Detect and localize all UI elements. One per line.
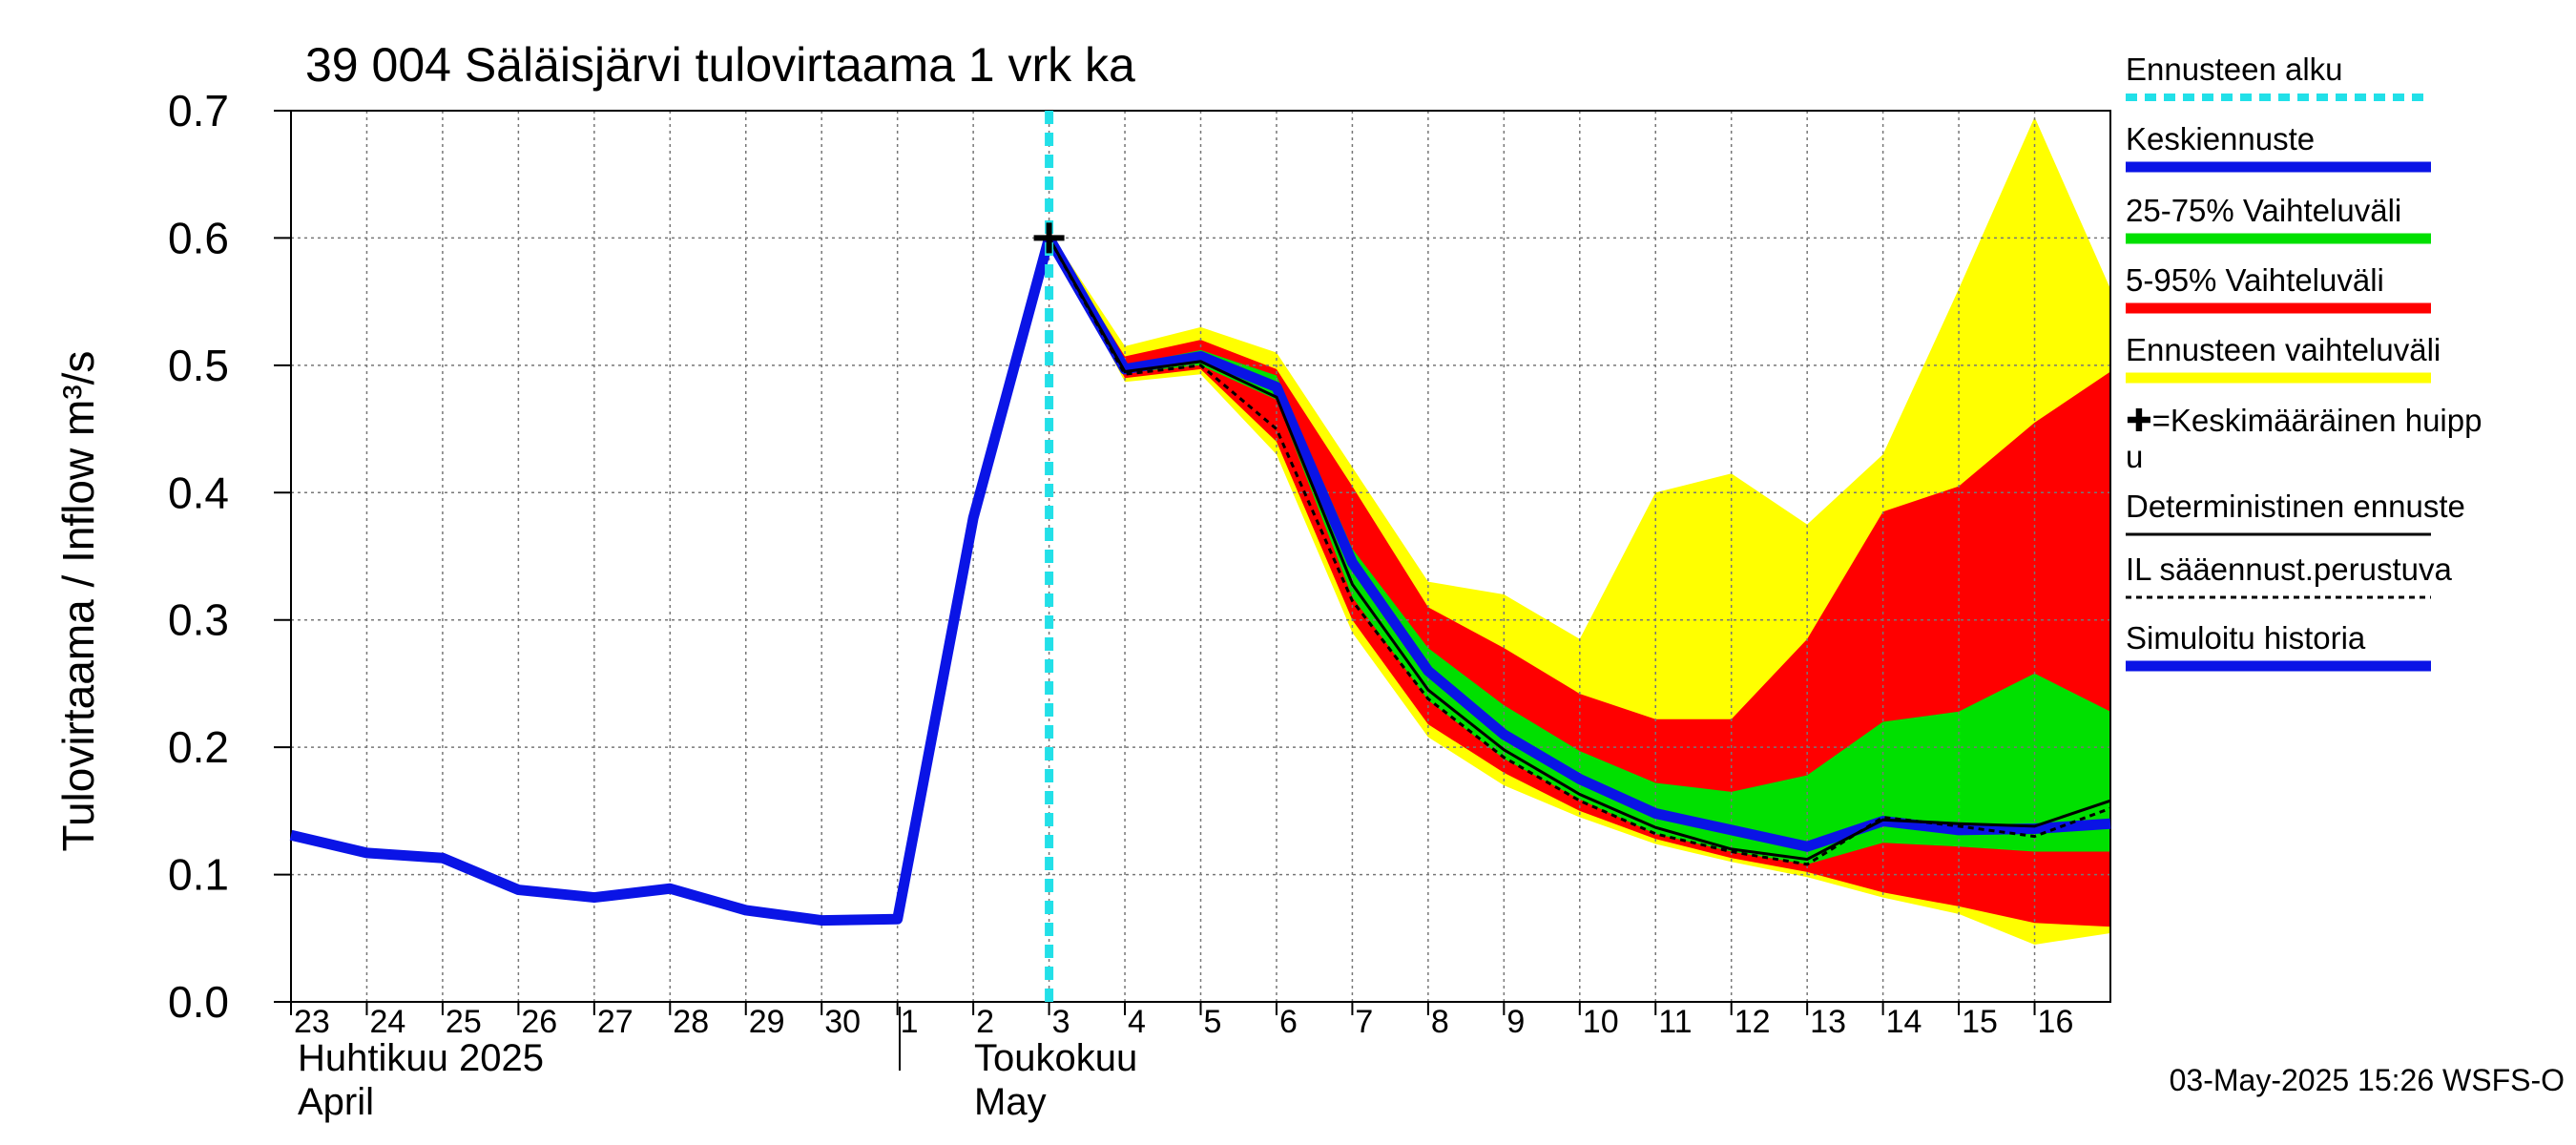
x-tick-label: 5: [1204, 1004, 1222, 1040]
month-label-may-fi: Toukokuu: [974, 1037, 1137, 1079]
series-median-forecast: [1044, 235, 2111, 852]
legend-label-start: Ennusteen alku: [2126, 52, 2343, 87]
x-tick-label: 7: [1355, 1004, 1373, 1040]
y-axis-ticks: 0.0 0.1 0.2 0.3 0.4 0.5 0.6 0.7: [168, 86, 291, 1027]
x-axis-ticks: 23 24 25 26 27 28 29 30 1 2 3 4 5 6 7 8 9 10 11 12 13 14 15 16: [290, 1002, 2074, 1040]
x-tick-label: 23: [294, 1004, 330, 1040]
legend-label-line: u: [2126, 439, 2143, 474]
x-tick-label: 30: [824, 1004, 861, 1040]
mean-peak-marker: [1033, 222, 1065, 254]
x-tick-label: 2: [976, 1004, 994, 1040]
x-tick-label: 25: [446, 1004, 482, 1040]
legend-label-p5_95: 5-95% Vaihteluväli: [2126, 262, 2384, 298]
x-tick-label: 29: [749, 1004, 785, 1040]
legend-label-median: Keskiennuste: [2126, 121, 2315, 156]
x-tick-label: 24: [369, 1004, 405, 1040]
x-tick-label: 1: [901, 1004, 919, 1040]
timestamp: 03-May-2025 15:26 WSFS-O: [2170, 1063, 2565, 1097]
x-tick-label: 26: [521, 1004, 557, 1040]
y-tick-label: 0.6: [168, 213, 229, 262]
x-tick-label: 10: [1583, 1004, 1619, 1040]
legend-label-il: IL sääennust.perustuva: [2126, 552, 2452, 587]
x-tick-label: 27: [597, 1004, 634, 1040]
month-label-may-en: May: [974, 1081, 1047, 1123]
x-tick-label: 11: [1658, 1004, 1692, 1040]
y-tick-label: 0.4: [168, 468, 229, 517]
y-tick-label: 0.7: [168, 86, 229, 135]
legend: Ennusteen alku Keskiennuste 25-75% Vaihtel…: [2126, 52, 2482, 672]
x-tick-label: 12: [1735, 1004, 1771, 1040]
x-tick-label: 16: [2038, 1004, 2074, 1040]
plot-area: [289, 110, 2111, 1003]
x-tick-label: 9: [1506, 1004, 1525, 1040]
y-tick-label: 0.2: [168, 722, 229, 772]
legend-label-line: ✚=Keskimääräinen huipp: [2126, 403, 2482, 438]
x-tick-label: 15: [1962, 1004, 1998, 1040]
x-tick-label: 13: [1810, 1004, 1846, 1040]
x-tick-label: 4: [1128, 1004, 1146, 1040]
y-tick-label: 0.5: [168, 341, 229, 390]
legend-label-det: Deterministinen ennuste: [2126, 489, 2465, 524]
x-tick-label: 14: [1886, 1004, 1922, 1040]
legend-label-p25_75: 25-75% Vaihteluväli: [2126, 193, 2401, 228]
band-25-75: [1049, 238, 2110, 864]
month-label-april-fi: Huhtikuu 2025: [298, 1037, 544, 1079]
x-tick-label: 28: [673, 1004, 709, 1040]
x-tick-label: 8: [1431, 1004, 1449, 1040]
y-axis-label: Tulovirtaama / Inflow m³/s: [53, 351, 103, 852]
x-tick-label: 3: [1052, 1004, 1070, 1040]
x-tick-label: 6: [1279, 1004, 1298, 1040]
series-il-weather: [1048, 237, 2111, 866]
series-deterministic: [1048, 237, 2111, 862]
legend-label-range: Ennusteen vaihteluväli: [2126, 332, 2441, 367]
y-tick-label: 0.1: [168, 850, 229, 900]
y-tick-label: 0.0: [168, 977, 229, 1027]
series-simulated-history: [289, 236, 1054, 926]
legend-label-peak: ✚=Keskimääräinen huipp u: [2126, 403, 2482, 474]
chart-title: 39 004 Säläisjärvi tulovirtaama 1 vrk ka: [305, 38, 1135, 92]
month-label-april-en: April: [298, 1081, 374, 1123]
legend-label-hist: Simuloitu historia: [2126, 620, 2366, 656]
y-tick-label: 0.3: [168, 595, 229, 645]
